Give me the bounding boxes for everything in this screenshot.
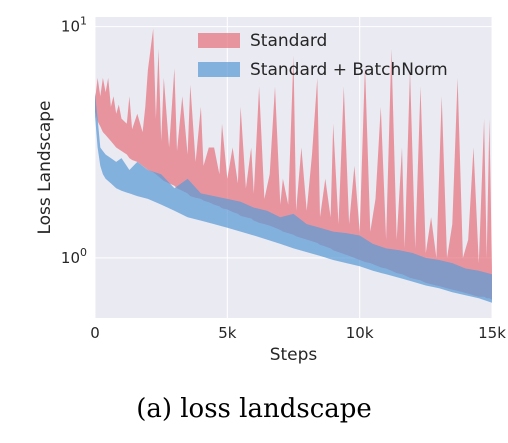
legend-label-batchnorm: Standard + BatchNorm xyxy=(250,60,448,80)
figure-caption: (a) loss landscape xyxy=(136,394,372,424)
x-axis-label: Steps xyxy=(270,345,318,365)
x-tick-label: 5k xyxy=(218,324,237,342)
y-axis-ticks: 100 101 xyxy=(61,15,87,267)
x-tick-label: 15k xyxy=(478,324,506,342)
legend-label-standard: Standard xyxy=(250,31,327,51)
x-axis-ticks: 0 5k 10k 15k xyxy=(90,324,506,342)
y-axis-label: Loss Landscape xyxy=(35,100,55,234)
y-tick-label: 101 xyxy=(61,15,87,36)
loss-landscape-chart: 0 5k 10k 15k 100 101 Steps Loss Landscape St… xyxy=(35,15,506,365)
legend-swatch-standard xyxy=(198,33,240,48)
series-area-standard xyxy=(95,28,492,300)
y-tick-label: 100 xyxy=(61,246,87,267)
x-tick-label: 10k xyxy=(346,324,374,342)
series-areas xyxy=(95,28,492,303)
x-tick-label: 0 xyxy=(90,324,100,342)
legend-swatch-batchnorm xyxy=(198,62,240,77)
legend: Standard Standard + BatchNorm xyxy=(198,31,448,80)
series-area-batchnorm xyxy=(95,92,492,303)
